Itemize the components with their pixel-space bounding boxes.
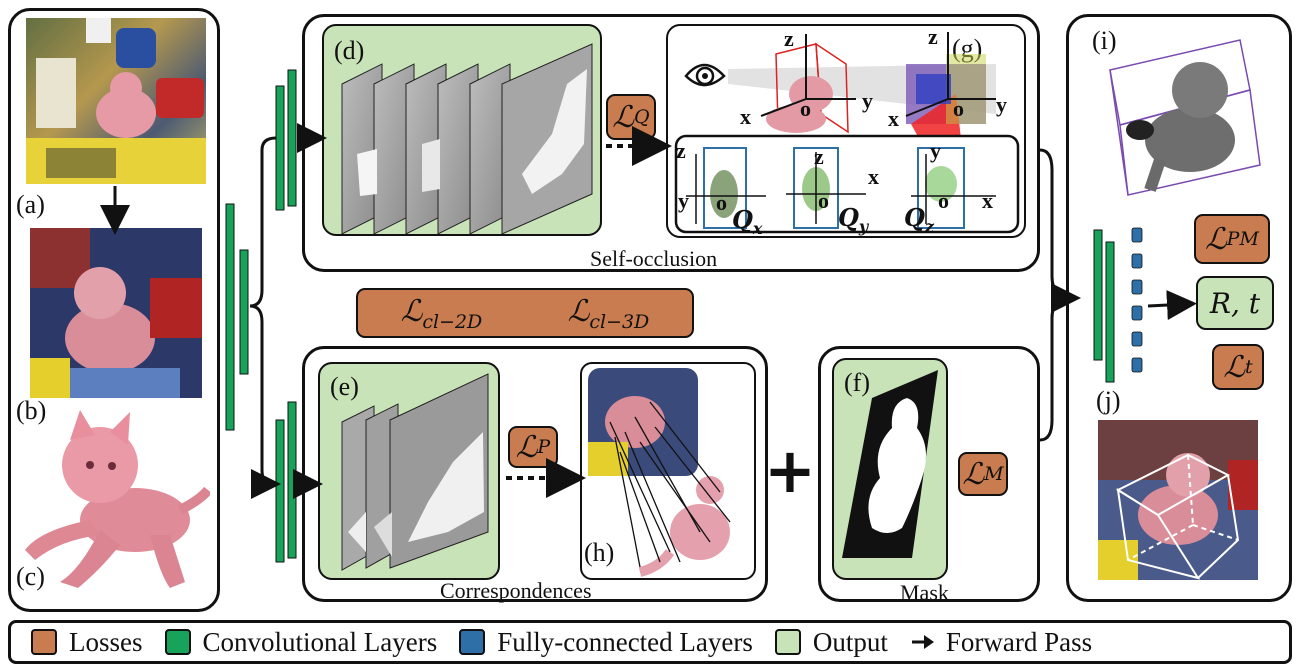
caption-correspondences: Correspondences [440, 578, 592, 603]
model-image [25, 410, 210, 588]
fc-layers [1093, 227, 1143, 383]
label-h: (h) [584, 538, 615, 567]
legend: Losses Convolutional Layers Fully-connec… [8, 620, 1292, 664]
plus-sign: + [764, 434, 816, 507]
qz-axis-y: y [930, 138, 941, 163]
loss-cl: ℒcl−2D ℒcl−3D [356, 288, 694, 338]
legend-output-label: Output [812, 626, 888, 657]
correspondence-match-figure [588, 368, 731, 577]
qy-label: Qy [838, 203, 869, 236]
caption-mask: Mask [900, 580, 949, 605]
scene-image-detail [26, 18, 206, 184]
pose-result-image [1098, 420, 1258, 580]
label-d: (d) [334, 36, 365, 65]
qz-label: Qz [904, 203, 934, 236]
legend-losses-label: Losses [69, 626, 143, 657]
pose-3d-model [1109, 39, 1261, 196]
self-occlusion-3d-figure [674, 32, 1020, 234]
occlusion-maps-stack [341, 43, 593, 235]
qx-label: Qx [732, 205, 763, 238]
axis-o-2: o [953, 96, 964, 121]
network-flow [100, 69, 1197, 563]
legend-forward: Forward Pass [910, 627, 1092, 658]
pose-output: R, t [1196, 276, 1274, 330]
legend-fc-swatch [459, 629, 486, 655]
label-a: (a) [16, 190, 45, 219]
label-f: (f) [844, 368, 870, 397]
label-c: (c) [16, 562, 45, 591]
legend-forward-label: Forward Pass [945, 626, 1093, 657]
correspondence-maps-stack [341, 373, 489, 571]
qx-axis-o: o [716, 190, 727, 215]
legend-conv-label: Convolutional Layers [202, 626, 438, 657]
axis-x-2: x [888, 106, 899, 131]
axis-z-1: z [784, 26, 794, 51]
qy-axis-x: x [868, 164, 879, 189]
legend-fc-label: Fully-connected Layers [497, 626, 753, 657]
crop-image-detail [30, 228, 202, 398]
qy-axis-z: z [814, 144, 824, 169]
qx-axis-z: z [676, 138, 686, 163]
label-e: (e) [330, 372, 359, 401]
qy-axis-o: o [818, 188, 829, 213]
axis-z-2: z [928, 24, 938, 49]
mask-figure [842, 370, 938, 558]
legend-losses-swatch [31, 629, 57, 655]
label-j: (j) [1096, 386, 1121, 415]
arrow-right-icon [911, 635, 934, 649]
qz-axis-o: o [938, 188, 949, 213]
eye-icon [684, 63, 726, 87]
legend-fc: Fully-connected Layers [459, 627, 753, 658]
caption-self-occlusion: Self-occlusion [590, 246, 718, 271]
qz-axis-x: x [982, 188, 993, 213]
axis-o-1: o [800, 96, 811, 121]
axis-x-1: x [740, 104, 751, 129]
axis-y-2: y [996, 92, 1007, 117]
legend-output: Output [774, 626, 888, 658]
loss-pm: ℒ PM [1194, 214, 1270, 264]
legend-conv: Convolutional Layers [164, 626, 438, 658]
axis-y-1: y [862, 88, 873, 113]
label-i: (i) [1092, 26, 1117, 55]
label-b: (b) [16, 396, 47, 425]
legend-output-swatch [774, 629, 801, 655]
legend-conv-swatch [164, 629, 191, 655]
legend-losses: Losses [31, 627, 143, 658]
qx-axis-y: y [678, 188, 689, 213]
